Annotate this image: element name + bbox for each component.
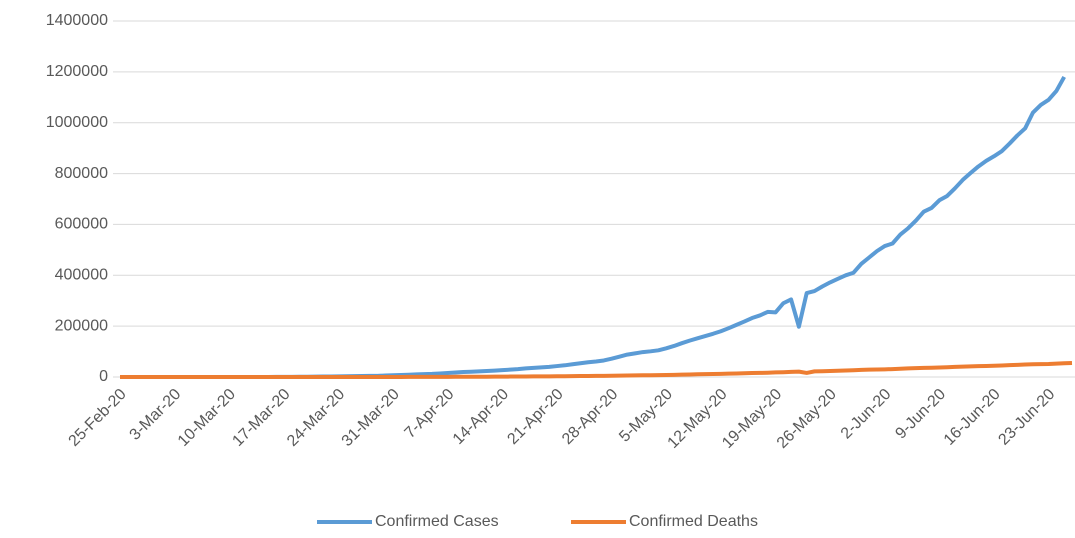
legend-label: Confirmed Deaths [629, 513, 758, 530]
x-tick-label: 23-Jun-20 [995, 386, 1058, 449]
series-line [120, 361, 1073, 379]
x-tick-label: 17-Mar-20 [229, 386, 293, 450]
y-tick-label: 800000 [55, 165, 108, 182]
x-tick-label: 28-Apr-20 [559, 386, 621, 448]
y-tick-label: 1200000 [46, 63, 108, 80]
x-tick-label: 9-Jun-20 [892, 386, 949, 443]
y-tick-label: 200000 [55, 317, 108, 334]
x-tick-label: 7-Apr-20 [402, 386, 458, 442]
legend-label: Confirmed Cases [375, 513, 499, 530]
series-line [120, 75, 1066, 379]
x-tick-label: 26-May-20 [774, 386, 840, 452]
x-tick-label: 16-Jun-20 [941, 386, 1004, 449]
x-tick-label: 21-Apr-20 [504, 386, 566, 448]
y-tick-label: 0 [99, 368, 108, 385]
x-tick-label: 31-Mar-20 [339, 386, 403, 450]
x-tick-label: 2-Jun-20 [838, 386, 895, 443]
y-tick-label: 400000 [55, 267, 108, 284]
y-tick-label: 600000 [55, 216, 108, 233]
y-tick-label: 1000000 [46, 114, 108, 131]
y-tick-label: 1400000 [46, 12, 108, 29]
x-tick-label: 25-Feb-20 [66, 386, 130, 450]
x-tick-label: 14-Apr-20 [450, 386, 512, 448]
x-tick-label: 24-Mar-20 [284, 386, 348, 450]
x-tick-label: 10-Mar-20 [175, 386, 239, 450]
x-tick-label: 3-Mar-20 [127, 386, 185, 444]
